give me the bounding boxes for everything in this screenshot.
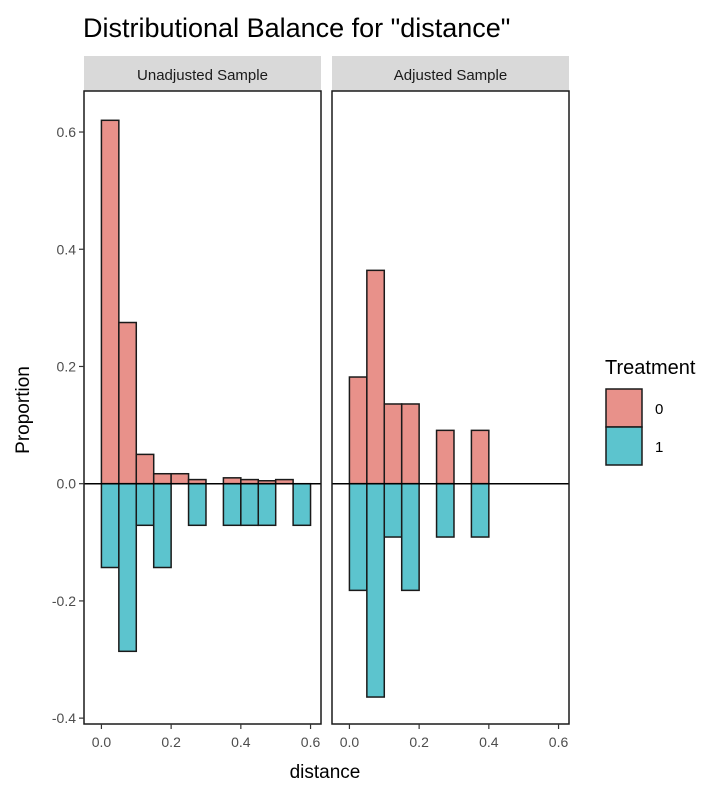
bar-group-1 <box>136 484 153 526</box>
bar-group-0 <box>119 323 136 484</box>
bar-group-0 <box>101 120 118 483</box>
bar-group-1 <box>437 484 454 537</box>
bar-group-1 <box>154 484 171 568</box>
bar-group-1 <box>101 484 118 568</box>
bar-group-0 <box>171 474 188 484</box>
bar-group-0 <box>223 478 240 484</box>
bar-group-1 <box>241 484 258 526</box>
bar-group-1 <box>258 484 275 526</box>
y-tick-label: -0.2 <box>52 593 76 609</box>
bar-group-0 <box>136 454 153 483</box>
bar-group-0 <box>349 377 366 484</box>
bar-group-1 <box>367 484 384 697</box>
y-axis: 0.6 0.4 0.2 0.0 -0.2 -0.4 <box>52 124 84 726</box>
x-tick-label: 0.0 <box>92 734 112 750</box>
legend-title: Treatment <box>605 357 696 379</box>
x-tick-label: 0.4 <box>231 734 251 750</box>
x-tick-label: 0.2 <box>161 734 181 750</box>
legend-swatch-0 <box>606 389 642 427</box>
bar-group-1 <box>384 484 401 537</box>
bar-group-0 <box>437 430 454 483</box>
legend-label-1: 1 <box>655 439 663 456</box>
bar-group-1 <box>402 484 419 591</box>
legend-swatch-1 <box>606 427 642 465</box>
bar-group-1 <box>293 484 310 526</box>
y-tick-label: 0.0 <box>57 476 77 492</box>
y-axis-title: Proportion <box>13 366 34 454</box>
bar-group-1 <box>189 484 206 526</box>
x-tick-label: 0.2 <box>409 734 429 750</box>
x-tick-label: 0.0 <box>340 734 360 750</box>
bar-group-0 <box>367 270 384 483</box>
y-tick-label: 0.4 <box>57 241 77 257</box>
x-tick-label: 0.4 <box>479 734 499 750</box>
bar-group-0 <box>471 430 488 483</box>
y-tick-label: 0.2 <box>57 358 77 374</box>
legend: Treatment 0 1 <box>605 357 696 465</box>
y-tick-label: 0.6 <box>57 124 77 140</box>
bar-group-1 <box>223 484 240 526</box>
x-tick-label: 0.6 <box>301 734 321 750</box>
x-tick-label: 0.6 <box>549 734 569 750</box>
bar-group-1 <box>349 484 366 591</box>
legend-label-0: 0 <box>655 401 663 418</box>
facet-strip-label: Unadjusted Sample <box>137 67 268 84</box>
facet-strip-label: Adjusted Sample <box>394 67 507 84</box>
bar-group-0 <box>154 474 171 484</box>
chart-title: Distributional Balance for "distance" <box>83 13 510 43</box>
panel-0: Unadjusted Sample 0.0 0.2 0.4 0.6 <box>84 56 321 750</box>
panel-1: Adjusted Sample 0.0 0.2 0.4 0.6 <box>332 56 569 750</box>
bar-group-1 <box>471 484 488 537</box>
bar-group-1 <box>119 484 136 652</box>
bar-group-0 <box>384 404 401 484</box>
bar-group-0 <box>402 404 419 484</box>
y-tick-label: -0.4 <box>52 710 76 726</box>
x-axis-title: distance <box>290 762 361 783</box>
